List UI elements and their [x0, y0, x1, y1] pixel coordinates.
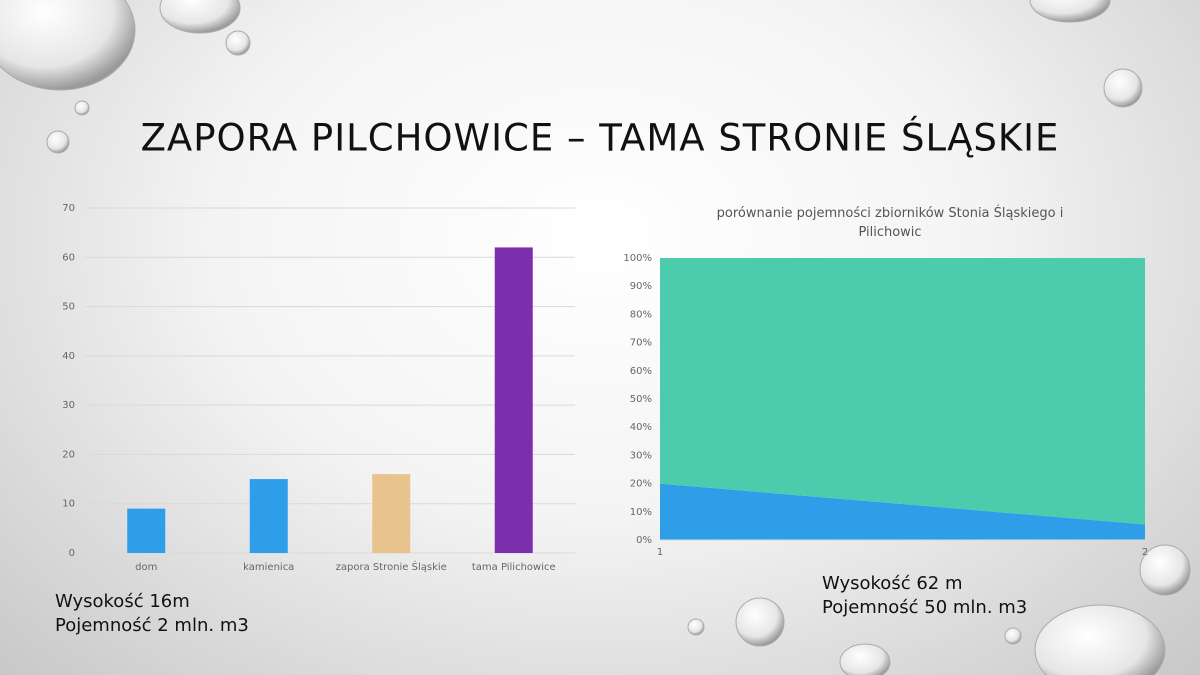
- bar: [372, 474, 411, 553]
- x-tick-label: tama Pilichowice: [472, 562, 556, 573]
- y-tick-label: 20%: [630, 479, 652, 490]
- y-tick-label: 100%: [623, 253, 652, 264]
- y-tick-label: 70%: [630, 338, 652, 349]
- y-tick-label: 10: [62, 499, 75, 510]
- note-line: Pojemność 2 mln. m3: [55, 615, 249, 636]
- slide-title: ZAPORA PILCHOWICE – TAMA STRONIE ŚLĄSKIE: [141, 116, 1060, 160]
- y-tick-label: 0%: [636, 535, 652, 546]
- y-tick-label: 10%: [630, 507, 652, 518]
- area: [660, 483, 1145, 540]
- x-tick-label: 1: [657, 547, 663, 558]
- y-tick-label: 40%: [630, 422, 652, 433]
- area: [660, 258, 1145, 525]
- y-tick-label: 60%: [630, 366, 652, 377]
- chart-title: porównanie pojemności zbiorników Stonia …: [716, 206, 1064, 240]
- bar: [494, 247, 533, 553]
- bar: [249, 479, 288, 553]
- y-tick-label: 60: [62, 252, 75, 263]
- bar: [127, 508, 166, 553]
- note-line: Wysokość 16m: [55, 591, 190, 612]
- note: Wysokość 16m Pojemność 2 mln. m3: [55, 590, 249, 638]
- y-tick-label: 70: [62, 203, 75, 214]
- note-line: Pojemność 50 mln. m3: [822, 597, 1028, 618]
- y-tick-label: 30: [62, 400, 75, 411]
- y-tick-label: 80%: [630, 309, 652, 320]
- y-tick-label: 30%: [630, 450, 652, 461]
- note: Wysokość 62 m Pojemność 50 mln. m3: [822, 572, 1027, 620]
- y-tick-label: 0: [69, 548, 75, 559]
- x-tick-label: 2: [1142, 547, 1148, 558]
- y-tick-label: 50%: [630, 394, 652, 405]
- y-tick-label: 20: [62, 449, 75, 460]
- x-tick-label: dom: [135, 562, 157, 573]
- note-line: Wysokość 62 m: [822, 573, 963, 594]
- y-tick-label: 90%: [630, 281, 652, 292]
- y-tick-label: 50: [62, 302, 75, 313]
- y-tick-label: 40: [62, 351, 75, 362]
- x-tick-label: zapora Stronie Śląskie: [336, 560, 447, 573]
- x-tick-label: kamienica: [243, 562, 294, 573]
